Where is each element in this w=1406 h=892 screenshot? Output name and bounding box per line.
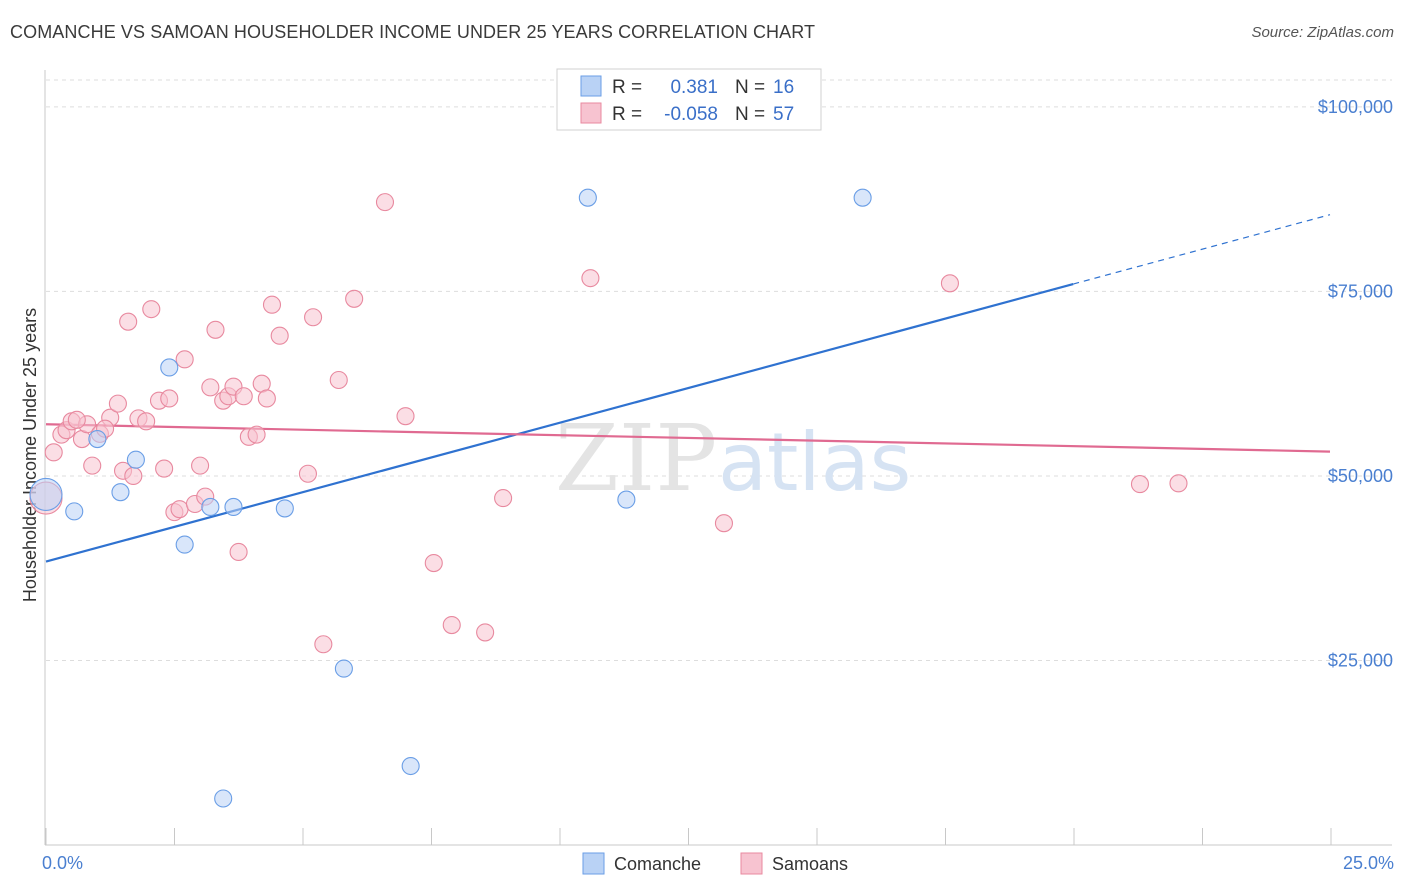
stats-legend: R = 0.381 N = 16 R = -0.058 N = 57 — [556, 68, 822, 131]
trend-line-comanche-extension — [1073, 214, 1331, 285]
point-comanche — [175, 535, 194, 554]
point-samoans — [124, 466, 143, 486]
series-legend-label-comanche: Comanche — [614, 854, 701, 874]
point-samoans — [476, 623, 495, 642]
point-samoans — [270, 326, 289, 345]
point-comanche — [401, 756, 420, 776]
point-comanche — [160, 358, 179, 377]
y-tick-label: $100,000 — [1318, 97, 1393, 117]
point-samoans — [1169, 474, 1188, 493]
legend-n-label: N = — [735, 77, 765, 98]
point-samoans — [44, 443, 63, 462]
point-comanche — [65, 502, 84, 521]
point-samoans — [940, 274, 959, 293]
y-tick-label: $25,000 — [1328, 650, 1393, 670]
point-comanche — [224, 497, 243, 517]
legend-r-value: 0.381 — [670, 77, 718, 98]
grid-lines — [46, 79, 1392, 661]
watermark-atlas: atlas — [718, 416, 911, 509]
legend-n-value: 57 — [773, 104, 794, 125]
point-samoans — [257, 389, 276, 408]
series-legend: Comanche Samoans — [582, 852, 848, 875]
point-samoans — [262, 295, 282, 314]
point-comanche — [126, 450, 145, 469]
point-samoans — [396, 407, 415, 426]
point-samoans — [201, 378, 220, 397]
point-comanche — [111, 483, 130, 502]
watermark-zip: ZIP — [555, 405, 717, 512]
point-samoans — [298, 464, 317, 483]
source-label: Source: ZipAtlas.com — [1251, 24, 1394, 41]
y-tick-label: $50,000 — [1328, 466, 1393, 486]
point-samoans — [119, 312, 138, 331]
chart-title: COMANCHE VS SAMOAN HOUSEHOLDER INCOME UN… — [10, 22, 816, 42]
point-comanche — [275, 499, 294, 518]
point-samoans — [581, 269, 600, 288]
point-samoans — [108, 394, 127, 413]
y-tick-label: $75,000 — [1328, 281, 1393, 301]
point-samoans — [83, 456, 102, 475]
point-samoans — [375, 193, 395, 212]
point-samoans — [206, 320, 225, 339]
point-comanche — [201, 497, 220, 517]
point-samoans — [314, 635, 333, 654]
series-legend-swatch-comanche — [582, 852, 605, 875]
point-samoans — [170, 500, 189, 519]
point-samoans — [137, 412, 156, 431]
axes: $25,000 $50,000 $75,000 $100,000 0.0% 25.0% Ho… — [20, 70, 1394, 873]
series-legend-label-samoans: Samoans — [772, 854, 848, 874]
point-comanche — [617, 490, 636, 509]
legend-r-value: -0.058 — [664, 104, 718, 125]
x-tick-label: 0.0% — [42, 853, 83, 873]
series-legend-swatch-samoans — [740, 852, 763, 875]
data-points — [29, 188, 1188, 808]
point-samoans — [329, 370, 348, 390]
x-tick-label: 25.0% — [1343, 853, 1394, 873]
point-samoans — [67, 410, 86, 429]
point-samoans — [714, 514, 734, 533]
point-samoans — [175, 350, 194, 369]
point-samoans — [247, 425, 266, 444]
point-samoans — [191, 456, 210, 475]
legend-r-label: R = — [612, 104, 642, 125]
point-comanche — [88, 429, 107, 449]
point-samoans — [160, 389, 179, 408]
trend-line-comanche — [45, 282, 1074, 563]
legend-n-value: 16 — [773, 77, 794, 98]
point-comanche — [214, 789, 233, 808]
y-axis-title: Householder Income Under 25 years — [20, 308, 40, 602]
watermark: ZIP atlas — [555, 405, 911, 512]
point-samoans — [155, 459, 174, 478]
point-samoans — [304, 308, 323, 327]
point-samoans — [234, 387, 253, 406]
legend-swatch-samoans — [580, 102, 602, 124]
point-samoans — [142, 300, 161, 319]
point-samoans — [442, 615, 461, 635]
legend-r-label: R = — [612, 77, 642, 98]
point-samoans — [1130, 475, 1150, 494]
point-comanche — [853, 188, 872, 207]
point-comanche — [578, 188, 597, 207]
point-comanche — [334, 659, 353, 678]
point-samoans — [345, 289, 364, 308]
point-samoans — [229, 542, 248, 562]
point-comanche — [29, 477, 63, 511]
point-samoans — [494, 489, 513, 508]
legend-swatch-comanche — [580, 75, 602, 97]
point-samoans — [424, 553, 443, 573]
legend-n-label: N = — [735, 104, 765, 125]
